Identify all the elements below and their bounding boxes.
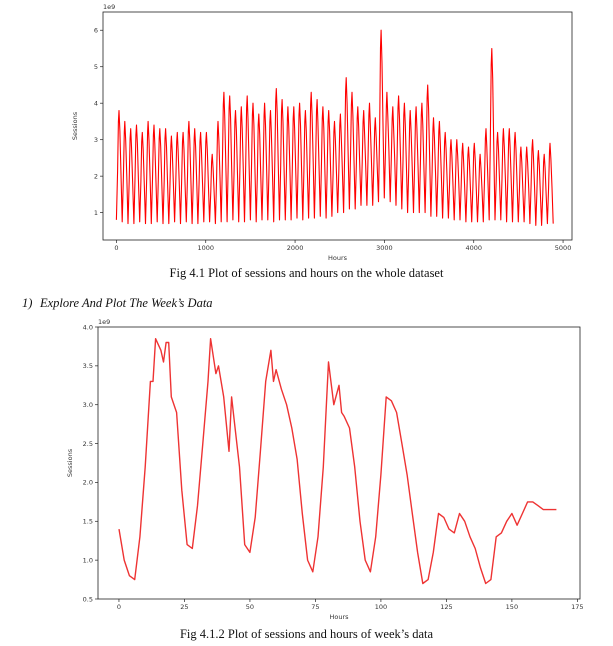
x-tick-label: 150 [506,603,518,611]
y-tick-label: 0.5 [83,595,93,603]
y-offset-label: 1e9 [98,318,110,326]
y-tick-label: 5 [94,63,98,71]
section-title: Explore And Plot The Week’s Data [40,296,213,310]
section-number: 1) [22,296,33,310]
x-tick-label: 5000 [555,244,572,252]
x-tick-label: 75 [311,603,319,611]
y-tick-label: 4 [94,100,98,108]
y-tick-label: 1.5 [83,518,93,526]
y-tick-label: 4.0 [83,323,93,331]
x-tick-label: 50 [246,603,254,611]
chart-week-data-svg: 0 25 50 75 100 125 150 175 0.5 1.0 1.5 2.0 2.5 3.0 3.5… [66,318,584,621]
y-axis-label: Sessions [71,111,79,140]
x-tick-label: 1000 [197,244,214,252]
y-tick-label: 2.5 [83,440,93,448]
y-offset-label: 1e9 [103,3,115,11]
x-tick-label: 25 [180,603,188,611]
x-tick-label: 2000 [287,244,304,252]
x-tick-label: 0 [114,244,118,252]
chart-week-data: 0 25 50 75 100 125 150 175 0.5 1.0 1.5 2.0 2.5 3.0 3.5… [0,316,613,622]
plot-frame [102,11,573,241]
y-tick-label: 3.0 [83,401,93,409]
figure-caption-whole-dataset: Fig 4.1 Plot of sessions and hours on th… [169,266,444,280]
x-tick-label: 125 [440,603,452,611]
y-tick-label: 2.0 [83,479,93,487]
y-axis-label: Sessions [66,448,74,477]
y-tick-label: 2 [94,172,98,180]
plot-frame [97,326,581,600]
sessions-series-line [118,338,557,585]
y-tick-label: 3 [94,136,98,144]
y-tick-label: 3.5 [83,362,93,370]
chart-whole-dataset-svg: 0 1000 2000 3000 4000 5000 1 2 3 4 5 6 1e9 Hours Sessi… [71,3,573,262]
chart-whole-dataset: 0 1000 2000 3000 4000 5000 1 2 3 4 5 6 1e9 Hours Sessi… [0,2,613,264]
x-tick-label: 100 [375,603,387,611]
y-tick-label: 6 [94,27,98,35]
x-tick-label: 0 [117,603,121,611]
y-tick-label: 1.0 [83,556,93,564]
section-heading: 1) Explore And Plot The Week’s Data [22,296,213,311]
x-axis-label: Hours [329,613,349,621]
sessions-series-line [115,29,554,226]
y-tick-label: 1 [94,209,98,217]
x-tick-label: 4000 [465,244,482,252]
x-tick-label: 3000 [376,244,393,252]
x-tick-label: 175 [571,603,583,611]
x-axis-label: Hours [328,254,348,262]
figure-caption-week-data: Fig 4.1.2 Plot of sessions and hours of … [179,627,434,641]
